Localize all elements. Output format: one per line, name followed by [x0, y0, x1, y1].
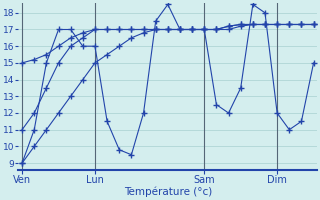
X-axis label: Température (°c): Température (°c) [124, 187, 212, 197]
